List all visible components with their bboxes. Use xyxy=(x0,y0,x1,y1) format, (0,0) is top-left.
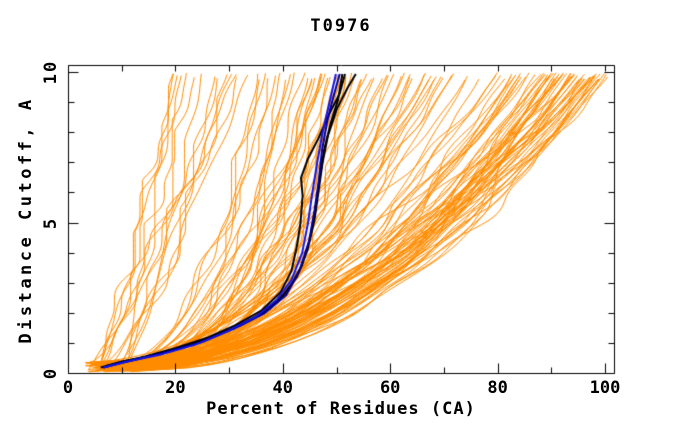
y-tick-label: 5 xyxy=(41,216,61,229)
y-tick-label: 0 xyxy=(41,366,61,380)
x-tick-label: 80 xyxy=(487,378,508,398)
y-tick-label: 10 xyxy=(41,59,61,85)
x-tick-label: 20 xyxy=(165,378,186,398)
x-tick-label: 40 xyxy=(272,378,294,398)
x-tick-label: 60 xyxy=(379,378,401,398)
x-axis-title: Percent of Residues (CA) xyxy=(206,399,476,419)
x-tick-label: 0 xyxy=(62,378,74,398)
chart-title: T0976 xyxy=(310,16,372,36)
y-axis-title: Distance Cutoff, A xyxy=(16,96,36,344)
x-tick-label: 100 xyxy=(589,378,621,398)
